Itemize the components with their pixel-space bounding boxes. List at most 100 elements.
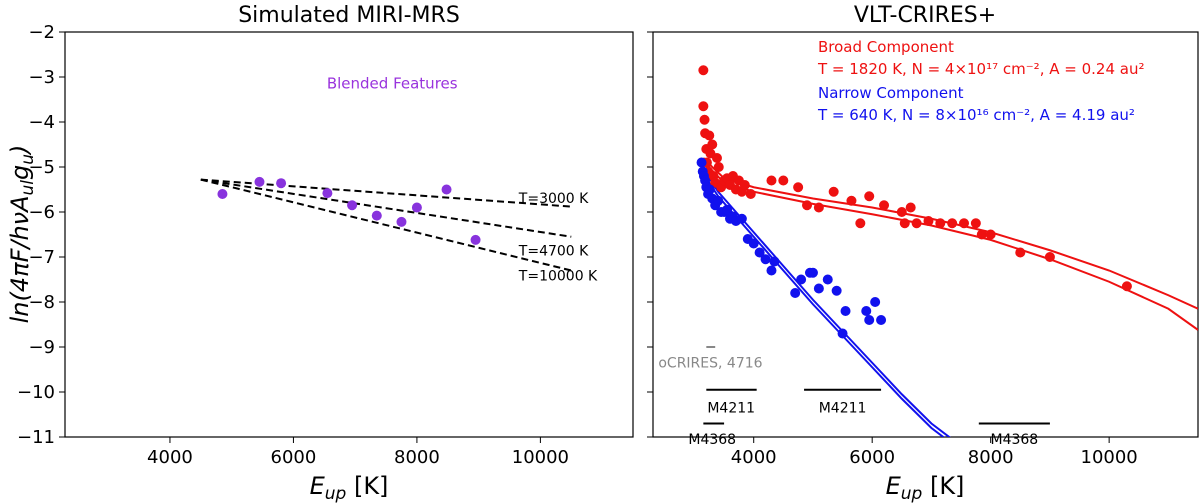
plot-frame-crires (652, 31, 1199, 438)
data-point (276, 178, 287, 189)
x-tick-label: 4000 (147, 447, 193, 468)
data-point (698, 101, 709, 112)
x-tick-label: 4000 (731, 447, 777, 468)
chart-title-miri: Simulated MIRI-MRS (238, 3, 460, 28)
x-tick-label: 8000 (394, 447, 440, 468)
data-point (778, 175, 789, 186)
data-point (813, 283, 824, 294)
data-point (1121, 281, 1132, 292)
model-curve (702, 159, 1198, 331)
data-point (840, 306, 851, 316)
data-point (1015, 247, 1026, 258)
data-point (899, 218, 910, 229)
panel-miri: Simulated MIRI-MRS 4000 6000 8000 10000 −2 −3… (6, 3, 634, 504)
data-point (736, 213, 747, 224)
range-bar-label: M4211 (707, 400, 755, 416)
x-tick-label: 6000 (271, 447, 317, 468)
range-bar-label: M4368 (688, 432, 736, 448)
y-tick-label: −7 (28, 247, 55, 268)
data-point (959, 218, 970, 229)
data-point (704, 184, 715, 195)
y-tick-label: −10 (17, 382, 55, 403)
data-point (754, 247, 765, 258)
data-point (947, 218, 958, 229)
x-tick-label: 6000 (849, 447, 895, 468)
x-tick-label: 8000 (968, 447, 1014, 468)
data-point (905, 202, 916, 213)
data-point (396, 216, 407, 227)
fit-line-label: T=10000 K (518, 268, 598, 284)
y-tick-label: −4 (28, 112, 55, 133)
y-tick-label: −8 (28, 292, 55, 313)
data-point (411, 202, 422, 213)
data-point (879, 200, 890, 211)
range-bar-label: M4368 (990, 432, 1038, 448)
data-point (1044, 252, 1055, 262)
data-point (911, 218, 922, 229)
data-point (711, 153, 722, 163)
data-point (985, 229, 996, 240)
data-point (470, 234, 481, 245)
data-point (855, 218, 866, 229)
data-point (864, 315, 875, 325)
panel-crires: VLT-CRIRES+ 4000 6000 8000 10000 oCRIRES, 4… (647, 3, 1199, 504)
data-point (217, 189, 228, 199)
data-point (831, 285, 842, 296)
data-point (935, 218, 946, 229)
data-point (698, 65, 709, 76)
legend-narrow-name: Narrow Component (818, 84, 964, 102)
data-point (876, 315, 887, 325)
data-point (864, 191, 875, 202)
data-point (790, 288, 801, 298)
y-tick-label: −3 (28, 67, 55, 88)
data-point (923, 216, 934, 226)
data-point (739, 180, 750, 190)
fit-line-label: T=3000 K (518, 191, 589, 207)
data-point (813, 202, 824, 213)
data-point (707, 139, 718, 150)
annotation-blended-features: Blended Features (327, 74, 458, 92)
data-point (371, 210, 382, 221)
range-bar-label: oCRIRES, 4716 (658, 355, 762, 371)
data-point (704, 130, 715, 141)
data-point (766, 175, 777, 186)
plot-frame-miri (64, 31, 634, 438)
data-point (745, 189, 756, 199)
x-tick-label: 10000 (1081, 447, 1138, 468)
data-point (807, 267, 818, 278)
data-point (769, 256, 780, 267)
model-curve (699, 162, 945, 437)
data-point (796, 274, 807, 285)
data-point (828, 186, 839, 197)
data-point (722, 204, 733, 215)
y-tick-label: −2 (28, 22, 55, 43)
data-point (713, 195, 724, 206)
legend-broad-params: T = 1820 K, N = 4×10¹⁷ cm⁻², A = 0.24 au… (817, 60, 1144, 78)
data-point (760, 254, 771, 265)
data-point (793, 182, 804, 193)
data-point (322, 188, 333, 199)
data-point (766, 265, 777, 276)
x-tick-label: 10000 (512, 447, 569, 468)
data-point (861, 306, 872, 316)
data-point (748, 238, 759, 249)
data-point (970, 218, 981, 229)
data-point (976, 229, 987, 240)
data-point (896, 207, 907, 217)
fit-line-label: T=4700 K (518, 244, 589, 260)
data-point (699, 114, 710, 125)
fit-line (200, 178, 572, 238)
y-tick-label: −5 (28, 157, 55, 178)
data-point (802, 200, 813, 211)
data-point (713, 162, 724, 172)
legend-narrow-params: T = 640 K, N = 8×10¹⁶ cm⁻², A = 4.19 au² (817, 106, 1135, 124)
data-point (822, 274, 833, 285)
data-point (347, 200, 358, 211)
data-point (696, 157, 707, 168)
y-tick-label: −6 (28, 202, 55, 223)
fit-line (200, 178, 572, 272)
data-point (870, 297, 881, 307)
y-tick-label: −9 (28, 337, 55, 358)
legend-broad-name: Broad Component (818, 38, 954, 56)
